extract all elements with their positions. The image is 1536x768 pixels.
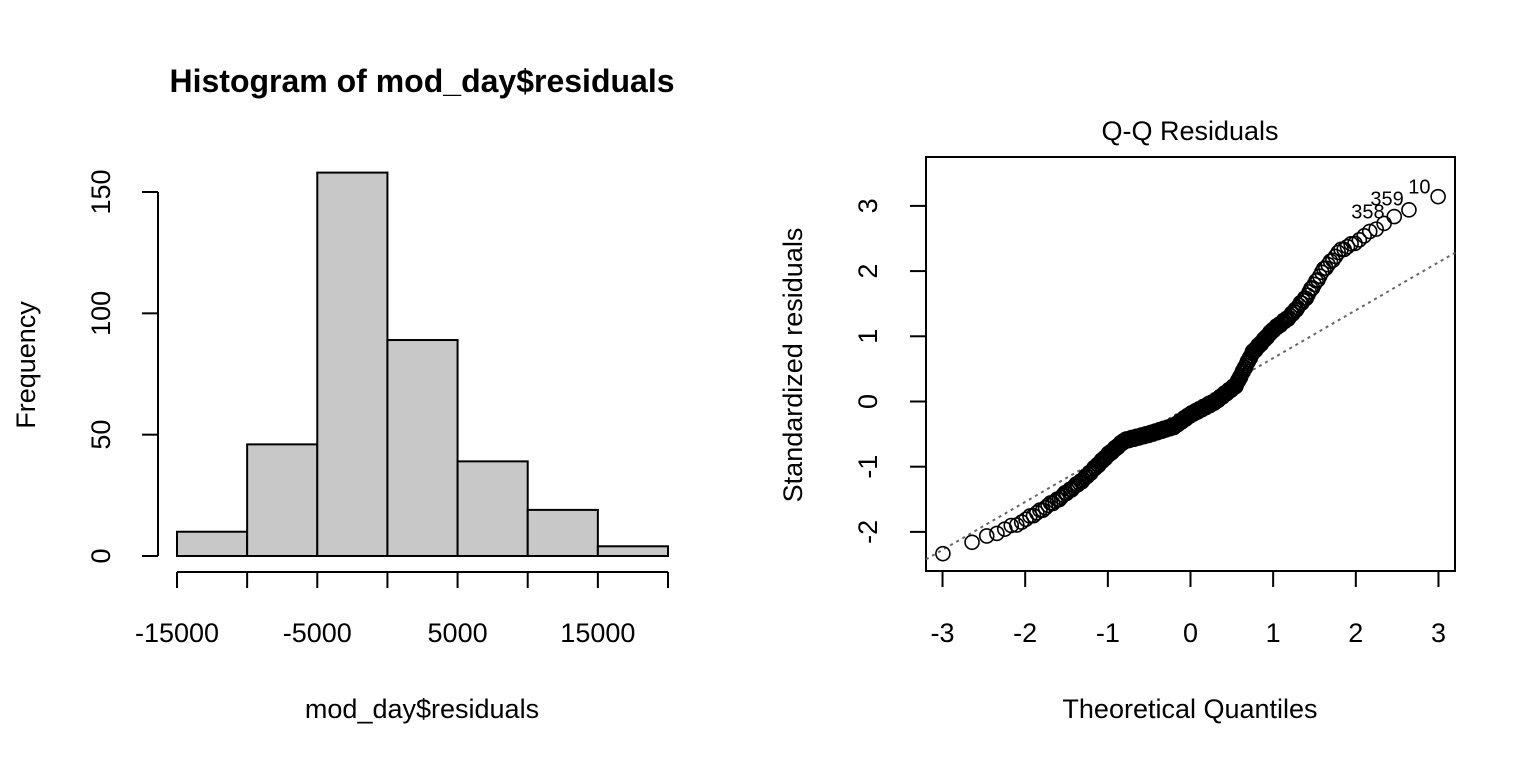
qq-plot-panel: Q-Q Residuals Theoretical Quantiles Stan… [778,116,1456,724]
qq-point [964,534,980,551]
histogram-bar [386,339,459,557]
histogram-panel: Histogram of mod_day$residuals mod_day$r… [11,63,675,724]
qq-outlier-label: 358 [1351,201,1384,223]
qq-x-axis: -3 -2 -1 0 1 2 3 [931,571,1446,648]
histogram-bar [316,171,389,557]
qq-point [935,545,951,562]
histogram-y-axis: 0 50 100 150 [86,169,159,564]
histogram-y-tick-label: 150 [86,169,116,214]
qq-y-tick-label: 2 [853,264,883,279]
qq-point [1003,517,1020,534]
histogram-x-tick-label: 15000 [560,618,635,648]
histogram-x-tick-label: 5000 [428,618,488,648]
qq-point [1351,232,1368,248]
qq-point [1325,252,1341,269]
qq-y-tick-label: 3 [853,198,883,213]
histogram-bar [246,443,319,557]
qq-x-tick-label: 1 [1266,618,1281,648]
histogram-x-tick-label: -5000 [283,618,352,648]
qq-points [935,188,1446,562]
qq-point [1386,208,1403,225]
qq-point [1401,202,1417,218]
qq-x-tick-label: 3 [1431,618,1446,648]
qq-y-axis: -2 -1 0 1 2 3 [853,198,926,544]
histogram-x-axis: -15000 -5000 5000 15000 [135,571,669,648]
histogram-bar [526,508,599,558]
histogram-y-label: Frequency [11,301,41,429]
qq-y-label: Standardized residuals [778,228,808,503]
qq-x-label: Theoretical Quantiles [1062,694,1317,724]
qq-point [1347,235,1363,252]
qq-y-tick-label: 1 [853,329,883,344]
qq-y-tick-label: -2 [853,520,883,544]
qq-point [1356,228,1372,244]
qq-x-tick-label: -1 [1096,618,1120,648]
histogram-bar [456,460,529,557]
qq-point [989,525,1005,542]
histogram-x-tick-label: -15000 [135,618,219,648]
qq-x-tick-label: -2 [1013,618,1037,648]
qq-point [1339,238,1356,255]
histogram-bars [176,171,669,558]
qq-x-tick-label: 0 [1183,618,1198,648]
qq-outlier-label: 10 [1408,176,1430,198]
qq-point [1361,223,1378,240]
qq-point [1430,188,1446,205]
histogram-x-label: mod_day$residuals [305,694,539,724]
histogram-bar [596,545,669,558]
qq-x-tick-label: 2 [1348,618,1363,648]
histogram-y-tick-label: 0 [86,548,116,563]
qq-y-tick-label: 0 [853,394,883,409]
qq-point [1368,221,1385,237]
qq-point [978,528,995,544]
histogram-bar [176,530,249,558]
qq-title: Q-Q Residuals [1101,116,1278,146]
histogram-title: Histogram of mod_day$residuals [169,63,674,99]
histogram-y-tick-label: 50 [86,420,116,450]
histogram-y-tick-label: 100 [86,291,116,336]
qq-y-tick-label: -1 [853,455,883,479]
qq-x-tick-label: -3 [931,618,955,648]
qq-outlier-label: 359 [1370,189,1403,211]
